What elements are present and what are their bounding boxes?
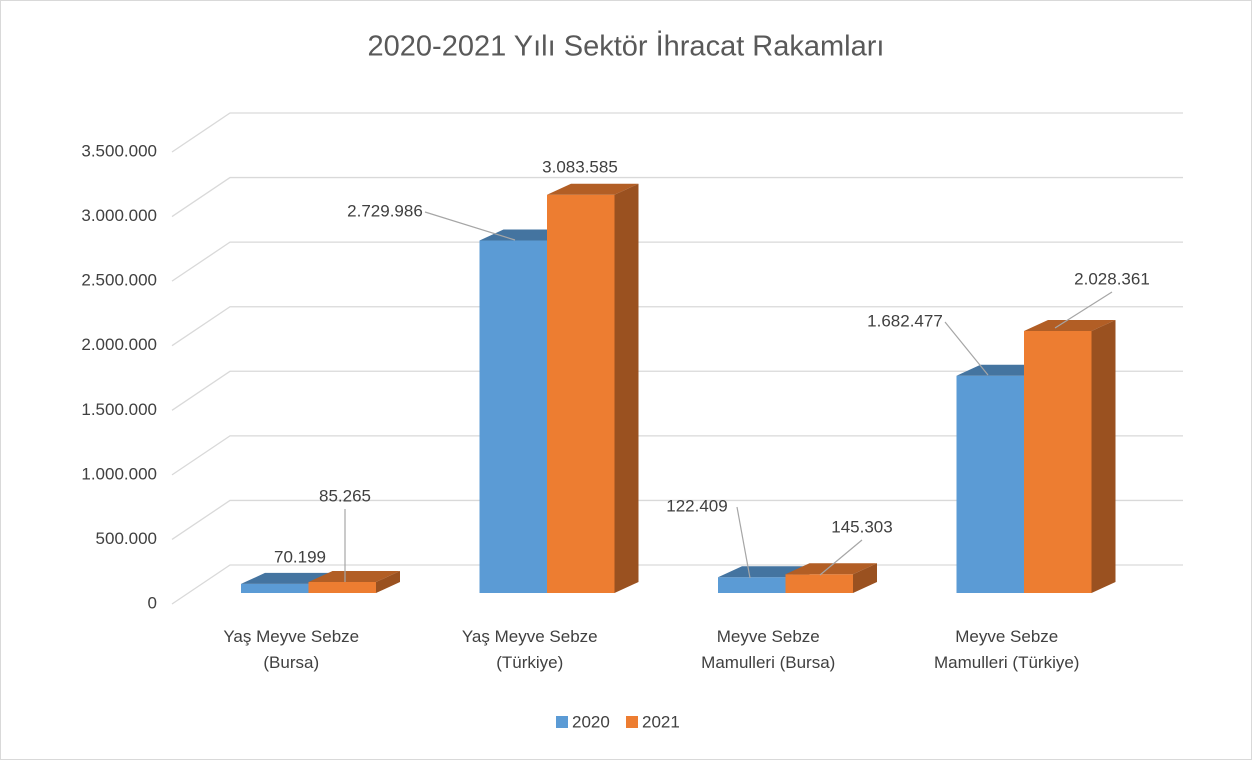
x-tick-label: Yaş Meyve Sebze (Bursa) bbox=[223, 627, 360, 672]
leader-line bbox=[424, 211, 516, 241]
x-tick-label: Yaş Meyve Sebze (Türkiye) bbox=[461, 627, 598, 672]
data-label: 2.729.986 bbox=[347, 201, 423, 220]
bar-front bbox=[718, 577, 786, 593]
y-tick-label: 2.000.000 bbox=[81, 335, 157, 354]
bar bbox=[1024, 320, 1116, 593]
bar bbox=[241, 572, 333, 593]
grid-line bbox=[171, 176, 1183, 218]
grid-line bbox=[171, 370, 1183, 411]
y-tick-label: 1.000.000 bbox=[81, 464, 157, 483]
y-tick-label: 500.000 bbox=[96, 529, 157, 548]
legend-swatch bbox=[556, 716, 568, 728]
legend-label: 2020 bbox=[572, 712, 610, 731]
grid-line bbox=[171, 241, 1183, 282]
bar-side bbox=[853, 563, 877, 593]
legend-swatch bbox=[626, 716, 638, 728]
y-tick-label: 1.500.000 bbox=[81, 400, 157, 419]
bar-front bbox=[241, 583, 309, 593]
data-label: 122.409 bbox=[666, 496, 727, 515]
bar-top bbox=[308, 570, 400, 582]
grid-line bbox=[171, 435, 1183, 476]
bar-top bbox=[1024, 320, 1116, 332]
bar-front bbox=[547, 194, 615, 593]
y-tick-label: 3.500.000 bbox=[81, 141, 157, 160]
bar-front bbox=[479, 240, 547, 593]
y-tick-label: 0 bbox=[148, 593, 157, 612]
data-label: 1.682.477 bbox=[867, 311, 943, 330]
leader-line bbox=[736, 506, 751, 579]
grid-line bbox=[171, 306, 1183, 347]
bar-front bbox=[956, 375, 1024, 593]
bar bbox=[308, 570, 400, 593]
bar-side bbox=[376, 570, 400, 593]
bar-top bbox=[547, 183, 639, 195]
leader-line bbox=[1054, 291, 1113, 329]
data-label: 85.265 bbox=[319, 486, 371, 505]
x-tick-label: Meyve Sebze Mamulleri (Türkiye) bbox=[934, 627, 1080, 672]
leader-line bbox=[944, 321, 989, 376]
bar-top bbox=[241, 572, 333, 584]
bar bbox=[785, 563, 877, 593]
x-tick-label: Meyve Sebze Mamulleri (Bursa) bbox=[701, 627, 836, 672]
bar-side bbox=[1091, 320, 1116, 593]
bar bbox=[547, 183, 639, 593]
leader-line bbox=[819, 539, 863, 576]
y-tick-label: 2.500.000 bbox=[81, 271, 157, 290]
legend-label: 2021 bbox=[642, 712, 680, 731]
bar-top bbox=[785, 563, 877, 575]
data-label: 3.083.585 bbox=[542, 157, 618, 176]
data-label: 145.303 bbox=[831, 517, 892, 536]
data-label: 2.028.361 bbox=[1074, 269, 1150, 288]
grid-line bbox=[171, 112, 1183, 153]
bar-front bbox=[785, 574, 853, 593]
data-label: 70.199 bbox=[274, 547, 326, 566]
chart-title: 2020-2021 Yılı Sektör İhracat Rakamları bbox=[368, 30, 885, 63]
bar-front bbox=[1024, 331, 1092, 593]
bar-front bbox=[308, 581, 376, 593]
grid-line bbox=[171, 499, 1183, 540]
y-tick-label: 3.000.000 bbox=[81, 206, 157, 225]
bar-side bbox=[614, 183, 639, 593]
